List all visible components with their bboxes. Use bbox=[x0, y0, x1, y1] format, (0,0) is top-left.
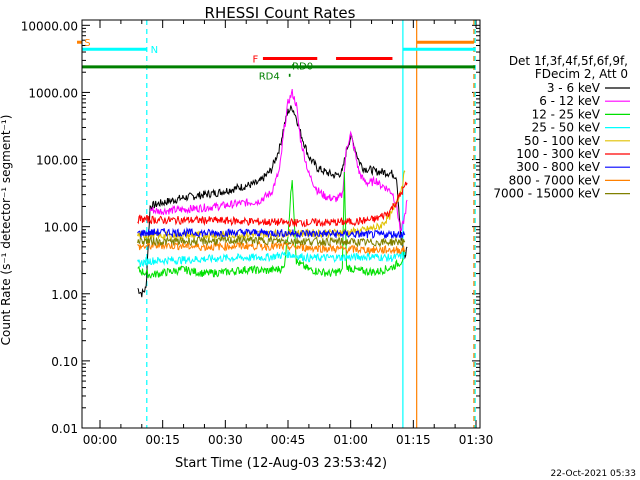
flag-bars-layer: S N F RD0 RD4 bbox=[77, 38, 476, 82]
x-tick-label: 01:00 bbox=[333, 433, 368, 447]
y-tick-label: 0.01 bbox=[51, 422, 78, 436]
y-tick-label: 10000.00 bbox=[21, 19, 78, 33]
series-line-6-12-kev bbox=[149, 89, 408, 233]
legend-entry-label: 50 - 100 keV bbox=[524, 134, 601, 148]
series-line-7000-15000-kev bbox=[137, 235, 406, 248]
legend-entry-label: 7000 - 15000 keV bbox=[493, 187, 600, 201]
flag-label: RD4 bbox=[259, 71, 280, 82]
y-tick-label: 0.10 bbox=[51, 355, 78, 369]
x-tick-label: 01:30 bbox=[459, 433, 494, 447]
x-axis-label: Start Time (12-Aug-03 23:53:42) bbox=[175, 456, 387, 471]
legend-header-line-2: FDecim 2, Att 0 bbox=[535, 67, 628, 81]
x-tick-label: 00:45 bbox=[271, 433, 306, 447]
flag-label: RD0 bbox=[292, 62, 313, 73]
series-line-100-300-kev bbox=[137, 181, 408, 228]
flag-label: S bbox=[84, 38, 90, 49]
axis-ticks-layer: 00:00 00:15 00:30 00:45 01:00 01:15 01:30 10000… bbox=[21, 19, 494, 447]
x-tick-label: 01:15 bbox=[396, 433, 431, 447]
y-tick-label: 100.00 bbox=[36, 154, 78, 168]
chart-title: RHESSI Count Rates bbox=[205, 4, 356, 22]
legend-entry-label: 3 - 6 keV bbox=[547, 81, 601, 95]
x-tick-label: 00:15 bbox=[145, 433, 180, 447]
series-layer bbox=[137, 89, 408, 298]
vertical-markers-layer bbox=[146, 20, 476, 428]
series-line-300-800-kev bbox=[137, 226, 406, 240]
plot-frame bbox=[81, 19, 481, 429]
legend-entry-label: 12 - 25 keV bbox=[532, 107, 601, 121]
flag-label: F bbox=[253, 55, 259, 66]
legend-entry-label: 800 - 7000 keV bbox=[509, 173, 601, 187]
y-tick-label: 10.00 bbox=[44, 221, 78, 235]
x-tick-label: 00:00 bbox=[83, 433, 118, 447]
legend-header-line-1: Det 1f,3f,4f,5f,6f,9f, bbox=[509, 54, 628, 68]
series-line-25-50-kev bbox=[137, 250, 406, 268]
plot-timestamp: 22-Oct-2021 05:33 bbox=[551, 469, 636, 479]
series-line-800-7000-kev bbox=[137, 240, 406, 256]
flag-label: N bbox=[151, 45, 158, 56]
x-tick-label: 00:30 bbox=[208, 433, 243, 447]
legend-entry-label: 25 - 50 keV bbox=[532, 121, 601, 135]
series-line-12-25-kev bbox=[137, 171, 406, 279]
legend-entry-label: 300 - 800 keV bbox=[516, 160, 600, 174]
legend-entry-label: 100 - 300 keV bbox=[516, 147, 600, 161]
y-axis-label: Count Rate (s⁻¹ detector⁻¹ segment⁻¹) bbox=[0, 115, 13, 346]
y-tick-label: 1.00 bbox=[51, 288, 78, 302]
y-tick-label: 1000.00 bbox=[28, 86, 78, 100]
series-line-3-6-kev bbox=[137, 105, 408, 298]
legend-entry-label: 6 - 12 keV bbox=[539, 94, 601, 108]
